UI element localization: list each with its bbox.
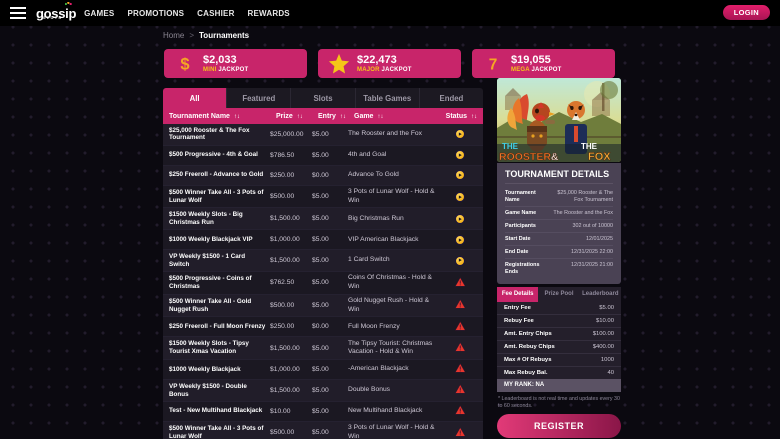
svg-text:$: $ xyxy=(180,55,189,73)
svg-text:ROOSTER&: ROOSTER& xyxy=(499,151,559,162)
svg-text:FOX: FOX xyxy=(588,151,611,162)
svg-text:THE: THE xyxy=(581,142,598,151)
svg-text:THE: THE xyxy=(502,142,519,151)
svg-text:7: 7 xyxy=(489,56,498,73)
